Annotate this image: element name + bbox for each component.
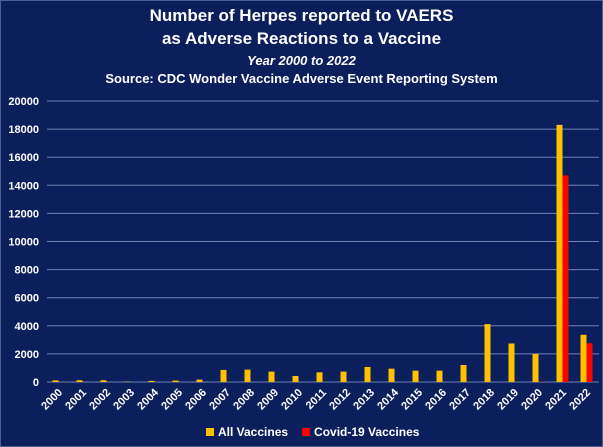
y-tick-label: 20000	[8, 96, 39, 108]
bar-all-vaccines-2004	[148, 380, 155, 382]
bar-all-vaccines-2000	[52, 380, 59, 382]
chart-source: Source: CDC Wonder Vaccine Adverse Event…	[105, 71, 498, 86]
bar-all-vaccines-2011	[316, 372, 323, 382]
x-tick-label: 2014	[375, 386, 401, 412]
bar-all-vaccines-2022	[580, 334, 587, 382]
x-tick-label: 2002	[87, 387, 113, 413]
bar-all-vaccines-2017	[460, 364, 467, 382]
x-tick-label: 2009	[255, 387, 281, 413]
y-tick-label: 2000	[15, 349, 39, 361]
y-tick-label: 12000	[8, 208, 39, 220]
x-tick-label: 2016	[423, 387, 449, 413]
x-tick-label: 2017	[447, 387, 473, 413]
legend-swatch	[206, 428, 214, 436]
chart-subtitle: Year 2000 to 2022	[247, 53, 356, 68]
bar-all-vaccines-2019	[508, 343, 515, 382]
x-tick-label: 2003	[111, 387, 137, 413]
x-tick-label: 2019	[495, 387, 521, 413]
x-tick-label: 2006	[183, 387, 209, 413]
legend-swatch	[302, 428, 311, 436]
legend: All Vaccines Covid-19 Vaccines	[206, 425, 419, 439]
bar-covid-vaccines-2021	[562, 175, 569, 382]
x-tick-label: 2001	[63, 387, 89, 413]
y-tick-label: 16000	[8, 152, 39, 164]
y-tick-label: 8000	[15, 265, 39, 277]
legend-item-covid-vaccines: Covid-19 Vaccines	[302, 425, 419, 439]
y-tick-label: 4000	[15, 321, 39, 333]
x-tick-label: 2008	[231, 387, 257, 413]
bar-all-vaccines-2012	[340, 371, 347, 382]
bar-all-vaccines-2014	[388, 368, 395, 382]
legend-label: All Vaccines	[218, 425, 289, 439]
bar-all-vaccines-2020	[532, 353, 539, 382]
bar-all-vaccines-2006	[196, 379, 203, 382]
bar-all-vaccines-2015	[412, 370, 419, 382]
bar-all-vaccines-2021	[556, 124, 563, 382]
x-tick-label: 2007	[207, 387, 233, 413]
bar-all-vaccines-2001	[76, 380, 83, 382]
y-tick-label: 0	[33, 377, 39, 389]
bar-all-vaccines-2013	[364, 366, 371, 382]
x-tick-label: 2012	[327, 387, 353, 413]
bar-all-vaccines-2016	[436, 370, 443, 382]
bar-all-vaccines-2009	[268, 371, 275, 382]
x-tick-label: 2011	[304, 387, 329, 412]
bar-all-vaccines-2005	[172, 380, 179, 382]
bar-all-vaccines-2010	[292, 375, 299, 382]
chart-title: Number of Herpes reported to VAERS	[149, 6, 454, 25]
chart-title-line2: as Adverse Reactions to a Vaccine	[161, 29, 442, 48]
x-tick-label: 2015	[399, 387, 425, 413]
legend-label: Covid-19 Vaccines	[314, 425, 420, 439]
y-tick-label: 14000	[8, 180, 39, 192]
x-tick-label: 2010	[279, 387, 305, 413]
x-tick-label: 2018	[471, 387, 497, 413]
x-tick-label: 2000	[39, 387, 65, 413]
x-tick-label: 2004	[135, 386, 161, 412]
x-tick-label: 2021	[543, 387, 569, 413]
bar-covid-vaccines-2022	[586, 343, 593, 382]
x-tick-label: 2013	[351, 387, 377, 413]
x-tick-label: 2005	[159, 387, 185, 413]
legend-item-all-vaccines: All Vaccines	[206, 425, 288, 439]
y-tick-label: 18000	[8, 124, 39, 136]
y-tick-label: 6000	[15, 293, 39, 305]
x-tick-label: 2020	[519, 387, 545, 413]
bar-all-vaccines-2008	[244, 369, 251, 382]
bar-all-vaccines-2007	[220, 369, 227, 382]
bar-all-vaccines-2002	[100, 380, 107, 382]
y-tick-label: 10000	[8, 237, 39, 249]
bar-all-vaccines-2018	[484, 324, 491, 382]
x-tick-label: 2022	[567, 387, 593, 413]
